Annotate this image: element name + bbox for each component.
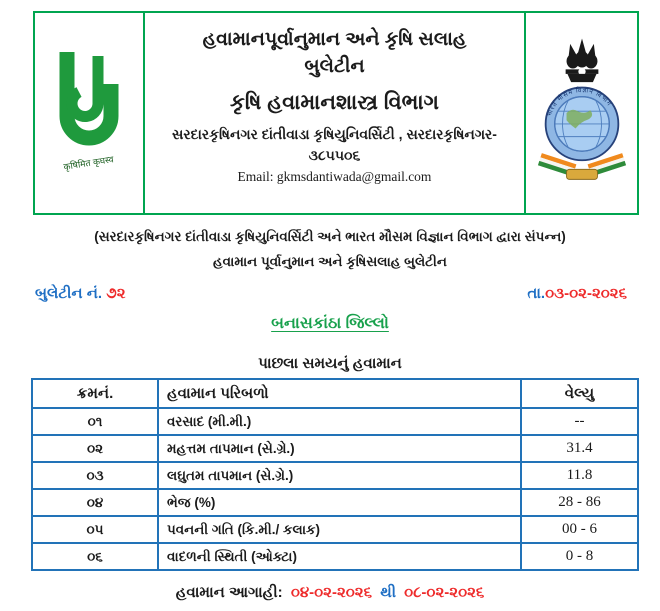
col-header-parameter: હવામાન પરિબળો	[157, 378, 522, 409]
row-value: 11.8	[520, 461, 639, 490]
weather-table-body: ૦૧ વરસાદ (મી.મી.) -- ૦૨ મહત્તમ તાપમાન (સે.ગ્…	[31, 407, 639, 571]
imd-emblem: भारत मौसम विज्ञान विभाग	[537, 38, 626, 180]
subheader-line2: હવામાન પૂર્વાનુમાન અને કૃષિસલાહ બુલેટીન	[213, 254, 447, 269]
table-header-row: ક્રમનં. હવામાન પરિબળો વેલ્યુ	[31, 378, 639, 409]
row-value: 00 - 6	[520, 515, 639, 544]
header-text-block: હવામાનપૂર્વાનુમાન અને કૃષિ સલાહ બુલેટીન …	[145, 13, 524, 213]
subheader-line1: (સરદારકૃષિનગર દાંતીવાડા કૃષિયુનિવર્સિટી …	[94, 229, 566, 244]
section-title: પાછલા સમયનું હવામાન	[258, 355, 402, 372]
forecast-date-to: ૦૮-૦૨-૨૦૨૬	[404, 584, 485, 601]
col-header-serial: ક્રમનં.	[31, 378, 159, 409]
bulletin-meta-row: બુલેટીન નં. ૭૨ તા.૦૩-૦૨-૨૦૨૬	[35, 285, 627, 302]
table-row: ૦૧ વરસાદ (મી.મી.) --	[31, 407, 639, 436]
row-parameter: વાદળની સ્થિતી (ઓક્ટા)	[157, 542, 522, 571]
table-row: ૦૫ પવનની ગતિ (કિ.મી./ કલાક) 00 - 6	[31, 515, 639, 544]
bulletin-date-label: તા.	[527, 285, 546, 302]
row-serial: ૦૩	[31, 461, 159, 490]
row-value: 0 - 8	[520, 542, 639, 571]
forecast-line: હવામાન આગાહી: ૦૪-૦૨-૨૦૨૬ થી ૦૮-૦૨-૨૦૨૬	[0, 584, 660, 601]
bulletin-date: તા.૦૩-૦૨-૨૦૨૬	[527, 285, 627, 302]
bulletin-title-line1: હવામાનપૂર્વાનુમાન અને કૃષિ સલાહ	[202, 29, 467, 50]
imd-logo-cell: भारत मौसम विज्ञान विभाग	[524, 13, 637, 213]
forecast-separator: થી	[380, 584, 396, 601]
department-name: કૃષિ હવામાનશાસ્ત્ર વિભાગ	[230, 91, 439, 114]
university-address-line1: સરદારકૃષિનગર દાંતીવાડા કૃષિયુનિવર્સિટી ,…	[172, 126, 497, 142]
row-value: 31.4	[520, 434, 639, 463]
university-logo-cell: कृषिमित कृघस्व	[35, 13, 145, 213]
row-parameter: પવનની ગતિ (કિ.મી./ કલાક)	[157, 515, 522, 544]
bulletin-number: બુલેટીન નં. ૭૨	[35, 285, 126, 302]
row-parameter: લઘુતમ તાપમાન (સે.ગ્રે.)	[157, 461, 522, 490]
row-serial: ૦૨	[31, 434, 159, 463]
forecast-label: હવામાન આગાહી:	[175, 584, 283, 601]
row-serial: ૦૫	[31, 515, 159, 544]
district-heading-wrap: બનાસકાંઠા જિલ્લો	[0, 315, 660, 333]
subheader: (સરદારકૃષિનગર દાંતીવાડા કૃષિયુનિવર્સિટી …	[0, 224, 660, 274]
district-heading: બનાસકાંઠા જિલ્લો	[271, 315, 389, 332]
table-row: ૦૨ મહત્તમ તાપમાન (સે.ગ્રે.) 31.4	[31, 434, 639, 463]
row-serial: ૦૧	[31, 407, 159, 436]
header-box: कृषिमित कृघस्व હવામાનપૂર્વાનુમાન અને કૃષ…	[33, 11, 639, 215]
university-address-line2: ૩૮૫૫૦૬	[308, 147, 361, 163]
row-serial: ૦૬	[31, 542, 159, 571]
university-logo: कृषिमित कृघस्व	[59, 52, 119, 173]
past-weather-table: ક્રમનં. હવામાન પરિબળો વેલ્યુ ૦૧ વરસાદ (મી…	[31, 378, 639, 571]
table-row: ૦૩ લઘુતમ તાપમાન (સે.ગ્રે.) 11.8	[31, 461, 639, 490]
tricolor-ribbon	[537, 153, 626, 180]
row-value: 28 - 86	[520, 488, 639, 517]
row-value: --	[520, 407, 639, 436]
bulletin-title-line2: બુલેટીન	[304, 56, 365, 77]
row-parameter: મહત્તમ તાપમાન (સે.ગ્રે.)	[157, 434, 522, 463]
row-serial: ૦૪	[31, 488, 159, 517]
university-logo-motto: कृषिमित कृघस्व	[63, 153, 116, 173]
ashoka-capital-icon	[565, 38, 598, 83]
table-row: ૦૬ વાદળની સ્થિતી (ઓક્ટા) 0 - 8	[31, 542, 639, 571]
contact-email: Email: gkmsdantiwada@gmail.com	[237, 169, 432, 184]
bulletin-number-label: બુલેટીન નં.	[35, 285, 103, 302]
bulletin-number-value: ૭૨	[106, 285, 126, 302]
table-row: ૦૪ ભેજ (%) 28 - 86	[31, 488, 639, 517]
col-header-value: વેલ્યુ	[520, 378, 639, 409]
row-parameter: વરસાદ (મી.મી.)	[157, 407, 522, 436]
forecast-date-from: ૦૪-૦૨-૨૦૨૬	[290, 584, 373, 601]
row-parameter: ભેજ (%)	[157, 488, 522, 517]
bulletin-date-value: ૦૩-૦૨-૨૦૨૬	[545, 285, 627, 302]
globe-icon: भारत मौसम विज्ञान विभाग	[544, 86, 619, 162]
